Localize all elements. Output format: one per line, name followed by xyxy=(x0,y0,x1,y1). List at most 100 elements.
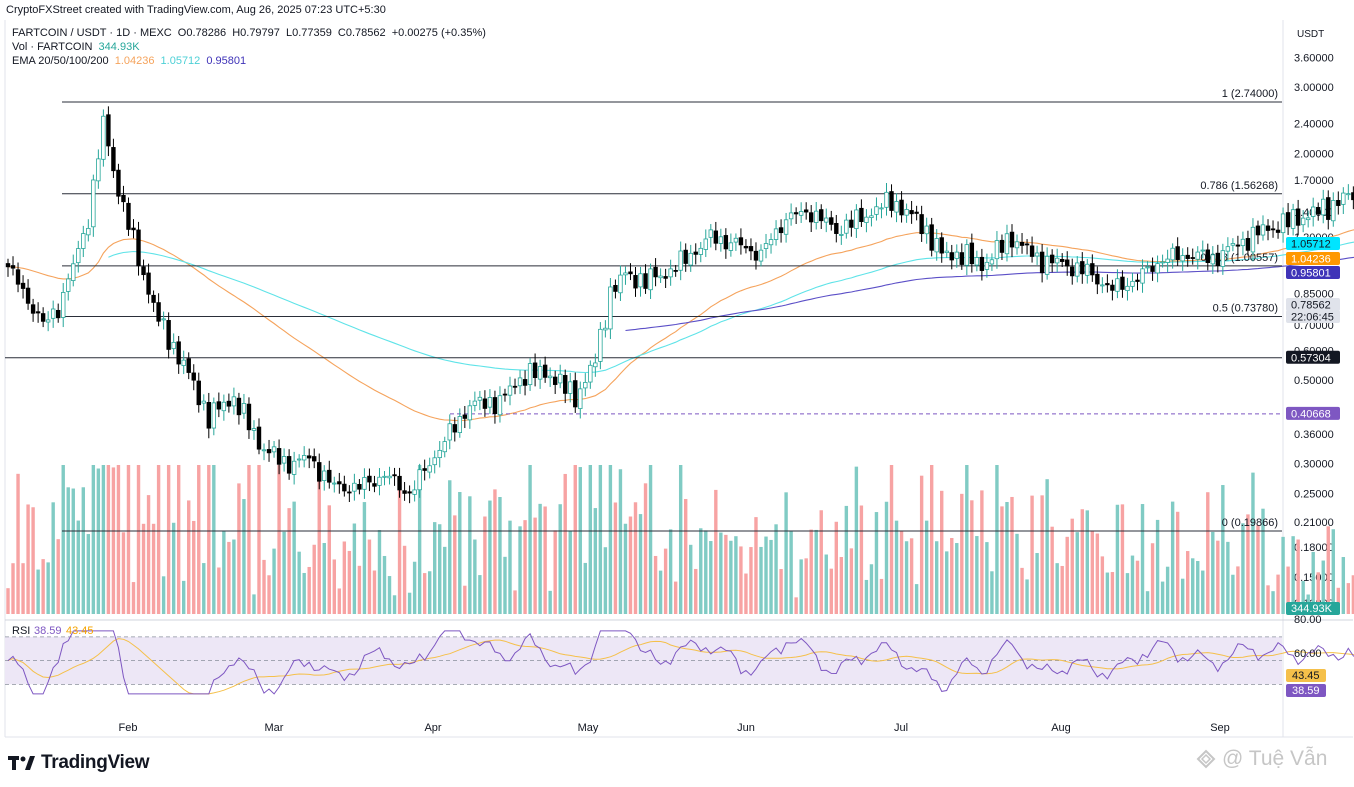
volume-bar xyxy=(834,521,838,614)
candle-body xyxy=(1305,217,1311,221)
level-tag-bg xyxy=(1286,350,1340,364)
volume-bar xyxy=(1050,526,1054,614)
candle-body xyxy=(658,275,663,279)
volume-bar xyxy=(473,539,477,614)
candle-body xyxy=(954,251,959,259)
volume-bar xyxy=(1145,591,1150,614)
volume-bar xyxy=(478,575,482,614)
candle-body xyxy=(372,483,377,487)
volume-bar xyxy=(1186,551,1190,614)
volume-bar xyxy=(653,555,658,614)
candle-body xyxy=(1049,254,1055,264)
volume-bar xyxy=(257,465,261,614)
volume-bar xyxy=(1311,551,1315,614)
ema100-value: 1.05712 xyxy=(160,55,201,67)
volume-bar xyxy=(443,546,447,614)
volume-bar xyxy=(116,465,121,614)
volume-bar xyxy=(433,522,437,614)
volume-bar xyxy=(71,488,75,614)
candle-body xyxy=(1280,213,1286,234)
y-tick-label: 0.85000 xyxy=(1294,288,1334,300)
volume-bar xyxy=(985,542,989,614)
candle-body xyxy=(322,470,327,482)
volume-bar xyxy=(1150,543,1155,614)
candle-body xyxy=(251,428,257,431)
candle-body xyxy=(984,261,990,270)
volume-bar xyxy=(232,539,236,614)
ohlc-close: 0.78562 xyxy=(345,27,386,39)
volume-bar xyxy=(1196,561,1200,614)
volume-bar xyxy=(593,508,598,614)
tradingview-logo[interactable]: TradingView xyxy=(8,752,150,774)
volume-bar xyxy=(849,548,854,614)
volume-bar xyxy=(734,536,738,614)
volume-bar xyxy=(965,465,969,614)
volume-bar xyxy=(1120,504,1125,614)
rsi-ma-tag-bg xyxy=(1286,669,1326,682)
rsi-tick-label: 60.00 xyxy=(1294,648,1322,660)
chart-credit: CryptoFXStreet created with TradingView.… xyxy=(6,4,386,16)
volume-bar xyxy=(1341,557,1346,614)
volume-bar xyxy=(76,520,80,614)
price-tag-bg xyxy=(1286,266,1340,279)
volume-bar xyxy=(247,465,251,614)
candle-body xyxy=(1130,280,1135,287)
volume-bar xyxy=(171,522,176,614)
candle-body xyxy=(678,250,683,271)
candle-body xyxy=(1331,200,1336,222)
y-tick-label: 0.21000 xyxy=(1294,517,1334,529)
candle-body xyxy=(608,286,613,330)
volume-bar xyxy=(41,559,45,614)
volume-bar xyxy=(101,465,106,614)
candle-body xyxy=(492,397,498,415)
volume-bar xyxy=(1110,572,1115,614)
candle-body xyxy=(803,209,809,213)
volume-bar xyxy=(146,495,151,614)
level-tag-text: 0.57304 xyxy=(1291,352,1331,364)
volume-bar xyxy=(1085,510,1089,614)
volume-bar xyxy=(844,505,849,614)
volume-bar xyxy=(990,571,994,614)
volume-bar xyxy=(207,465,211,614)
candle-body xyxy=(809,212,814,223)
volume-bar xyxy=(402,545,407,614)
candle-body xyxy=(713,230,719,244)
symbol-name: FARTCOIN / USDT · 1D · MEXC xyxy=(12,27,172,39)
ema-legend[interactable]: EMA 20/50/100/200 1.04236 1.05712 0.9580… xyxy=(12,55,249,67)
volume-legend[interactable]: Vol · FARTCOIN 344.93K xyxy=(12,41,143,53)
volume-bar xyxy=(222,530,226,614)
x-tick-label: Aug xyxy=(1051,722,1071,734)
symbol-legend[interactable]: FARTCOIN / USDT · 1D · MEXC O0.78286 H0.… xyxy=(12,27,489,39)
candle-body xyxy=(1070,266,1075,277)
candle-body xyxy=(1265,225,1271,231)
candle-body xyxy=(783,219,789,235)
volume-bar xyxy=(689,544,693,614)
candle-body xyxy=(1180,255,1185,262)
volume-bar xyxy=(869,564,874,614)
volume-bar xyxy=(458,492,462,614)
candle-body xyxy=(1311,206,1316,217)
volume-bar xyxy=(417,465,422,614)
volume-bar xyxy=(573,465,577,614)
volume-bar xyxy=(1105,572,1110,614)
candle-body xyxy=(221,401,227,412)
candle-body xyxy=(40,313,46,322)
candle-body xyxy=(427,465,432,473)
volume-bar xyxy=(342,541,347,614)
volume-bar xyxy=(523,520,527,614)
volume-bar xyxy=(1025,579,1029,614)
candle-body xyxy=(166,320,171,350)
volume-bar xyxy=(61,465,65,614)
candle-body xyxy=(588,364,593,383)
candle-body xyxy=(1024,243,1030,246)
currency-label: USDT xyxy=(1297,29,1324,40)
candle-body xyxy=(598,328,603,362)
volume-bar xyxy=(854,466,859,614)
volume-bar xyxy=(668,529,673,614)
volume-bar xyxy=(1170,501,1175,614)
candle-body xyxy=(1240,238,1246,247)
volume-bar xyxy=(217,567,221,614)
candle-body xyxy=(101,115,106,160)
rsi-tag-text: 38.59 xyxy=(1292,685,1320,697)
